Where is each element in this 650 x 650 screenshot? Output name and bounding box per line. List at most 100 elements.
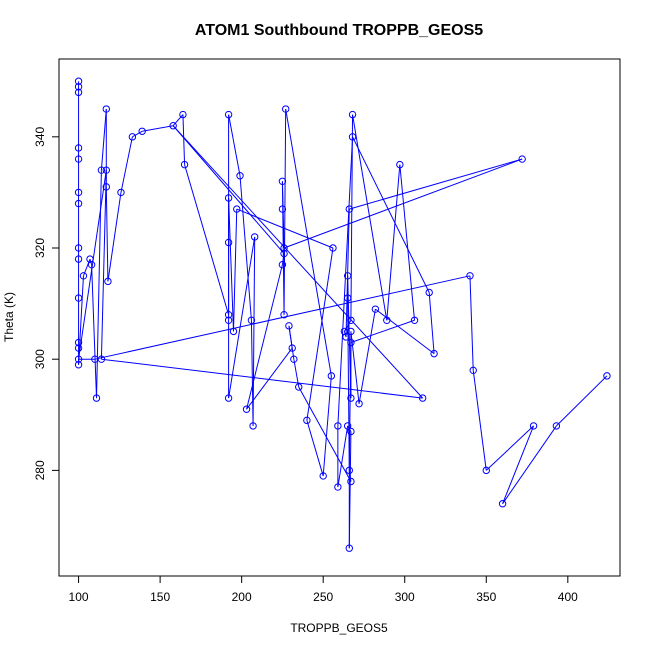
data-point: [355, 399, 363, 408]
data-point: [74, 344, 83, 352]
data-point: [329, 244, 337, 252]
data-point: [327, 372, 336, 380]
data-point: [74, 255, 83, 263]
series-line-segment: [184, 164, 230, 315]
x-tick-label: 100: [69, 590, 89, 604]
data-point: [278, 205, 287, 213]
series-line-segment: [349, 158, 523, 210]
data-point: [345, 544, 353, 552]
data-point: [74, 294, 83, 302]
y-axis: 280 300 320 340: [33, 126, 60, 480]
data-point: [74, 199, 83, 208]
data-point: [74, 361, 83, 369]
series-line-segment: [348, 470, 352, 482]
x-axis-label: TROPPB_GEOS5: [290, 621, 388, 635]
series-line-segment: [232, 209, 238, 332]
data-point: [281, 105, 290, 113]
data-point: [250, 233, 259, 241]
series-line-segment: [469, 275, 474, 371]
chart-title: ATOM1 Southbound TROPPB_GEOS5: [195, 22, 483, 39]
series-line-segment: [347, 298, 350, 471]
data-point: [117, 188, 125, 197]
data-point: [383, 316, 391, 324]
data-point: [79, 272, 88, 280]
data-point: [74, 77, 83, 85]
series-line-segment: [283, 109, 287, 315]
x-tick-label: 250: [313, 590, 333, 604]
series-line-segment: [142, 125, 174, 132]
series-line-segment: [172, 114, 184, 127]
data-point: [229, 327, 238, 336]
data-point: [529, 422, 538, 430]
y-tick-label: 300: [33, 349, 47, 369]
data-point: [343, 422, 352, 430]
data-point: [348, 133, 357, 141]
series-line-segment: [502, 425, 557, 505]
data-point: [295, 383, 303, 391]
data-point: [482, 466, 490, 475]
y-axis-label: Theta (K): [2, 292, 16, 342]
series-line-segment: [337, 136, 354, 426]
data-point: [102, 105, 110, 113]
data-point: [552, 422, 561, 430]
data-point: [280, 311, 288, 319]
data-point: [74, 144, 83, 152]
data-point: [280, 244, 288, 252]
data-point: [285, 322, 293, 330]
data-point: [74, 244, 83, 252]
data-point: [74, 188, 83, 197]
y-tick-label: 320: [33, 238, 47, 258]
series-line-segment: [428, 292, 435, 354]
data-point: [224, 311, 233, 319]
series-line-segment: [252, 236, 256, 426]
data-point: [74, 355, 83, 363]
series-line-segment: [288, 325, 293, 349]
x-tick-label: 300: [395, 590, 415, 604]
y-tick-label: 280: [33, 460, 47, 480]
data-point: [396, 160, 404, 169]
data-point: [224, 194, 233, 202]
series-line-segment: [78, 170, 107, 360]
data-point: [236, 172, 244, 180]
series-line-segment: [105, 186, 109, 282]
data-point: [247, 316, 256, 324]
data-point: [418, 394, 427, 402]
series-line-segment: [239, 175, 252, 321]
series-line-segment: [350, 331, 360, 404]
data-point: [603, 372, 611, 380]
data-point: [74, 338, 83, 347]
data-point: [518, 155, 526, 163]
data-point: [169, 122, 177, 130]
series-line-segment: [348, 431, 352, 549]
series-line-segment: [322, 375, 332, 476]
series-line-segment: [101, 358, 423, 399]
data-point: [104, 277, 112, 286]
data-point: [469, 366, 477, 375]
series-line-segment: [337, 425, 349, 488]
series-line-segment: [172, 125, 285, 254]
data-point: [224, 110, 233, 119]
data-point: [334, 422, 342, 430]
series-line-segment: [358, 309, 376, 404]
data-point: [342, 333, 350, 341]
series-line-segment: [281, 181, 285, 249]
series-line-segment: [399, 164, 416, 321]
data-point: [179, 110, 187, 119]
data-point: [87, 260, 96, 269]
series-line-segment: [246, 264, 283, 410]
data-point: [278, 260, 287, 269]
data-point: [138, 127, 146, 135]
data-point: [290, 355, 298, 363]
data-point: [97, 355, 106, 363]
data-point: [92, 394, 101, 402]
data-point: [280, 249, 288, 258]
data-point: [345, 205, 353, 213]
data-point: [498, 500, 507, 508]
x-tick-label: 150: [150, 590, 170, 604]
series-line-segment: [281, 253, 285, 265]
data-point: [343, 294, 352, 302]
series-line-segment: [107, 192, 122, 282]
series-line-segment: [182, 114, 186, 165]
